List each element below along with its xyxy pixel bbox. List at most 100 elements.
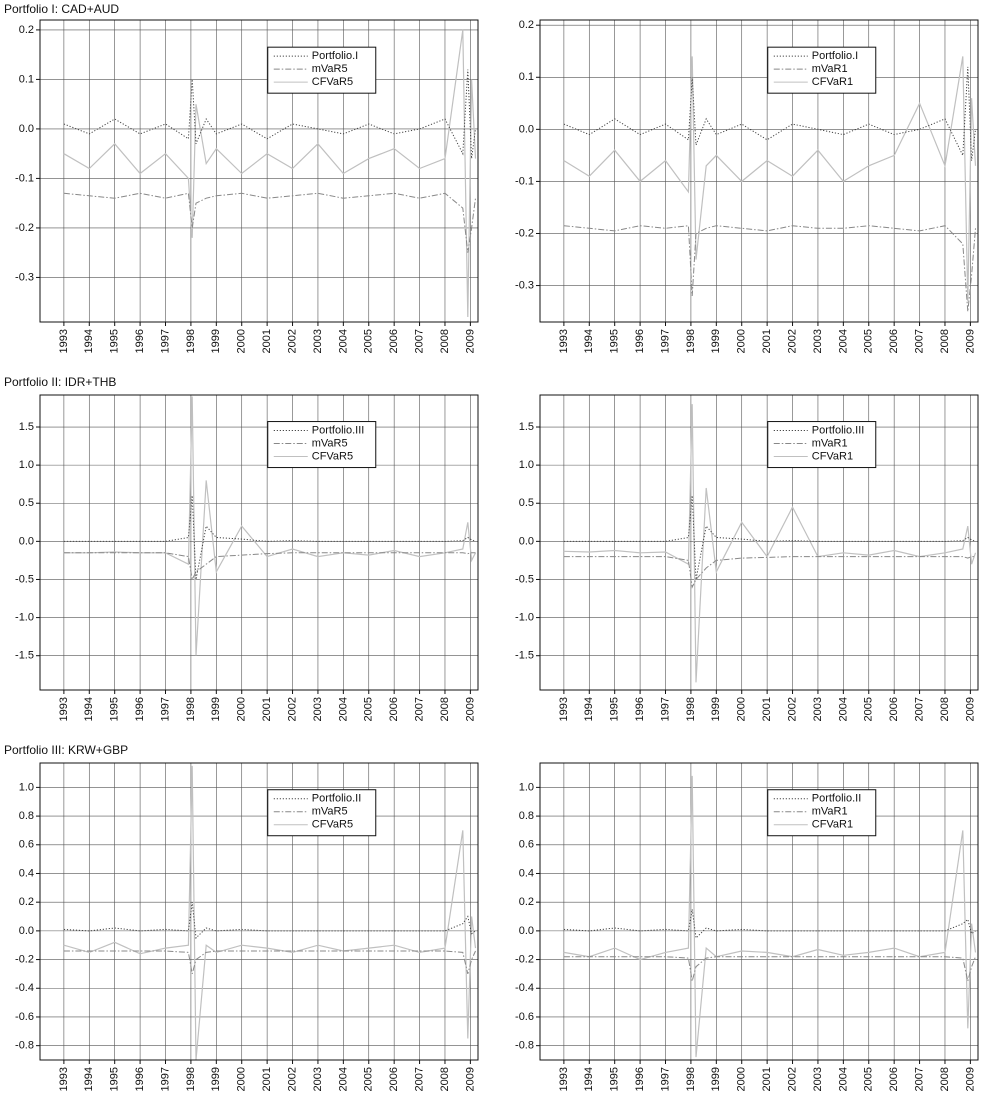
series-line bbox=[563, 404, 977, 683]
series-line bbox=[63, 552, 476, 582]
x-tick-label: 1999 bbox=[710, 1067, 722, 1091]
y-tick-label: -1.5 bbox=[15, 650, 34, 662]
legend-label: CFVaR5 bbox=[312, 76, 353, 88]
y-tick-label: 0.1 bbox=[19, 73, 34, 85]
y-tick-label: 0.5 bbox=[19, 497, 34, 509]
legend-label: Portfolio.II bbox=[812, 793, 862, 805]
x-tick-label: 2003 bbox=[312, 1067, 324, 1091]
x-tick-label: 1999 bbox=[210, 1067, 222, 1091]
legend-label: Portfolio.III bbox=[312, 424, 365, 436]
y-tick-label: 0.0 bbox=[19, 123, 34, 135]
x-tick-label: 1994 bbox=[83, 1067, 95, 1091]
x-tick-label: 2001 bbox=[261, 1067, 273, 1091]
x-tick-label: 2004 bbox=[837, 1067, 849, 1091]
x-tick-label: 2005 bbox=[363, 329, 375, 353]
legend-box bbox=[267, 789, 377, 837]
x-tick-label: 1995 bbox=[109, 329, 121, 353]
series-line bbox=[63, 29, 477, 318]
series-line bbox=[563, 56, 977, 302]
series-line bbox=[563, 556, 976, 589]
y-tick-label: -0.8 bbox=[515, 1040, 534, 1052]
x-tick-label: 2000 bbox=[236, 1067, 248, 1091]
x-tick-label: 2005 bbox=[863, 1067, 875, 1091]
x-tick-label: 2000 bbox=[736, 1067, 748, 1091]
x-tick-label: 1998 bbox=[685, 1067, 697, 1091]
x-tick-label: 2004 bbox=[337, 1067, 349, 1091]
x-tick-label: 2003 bbox=[812, 329, 824, 353]
x-tick-label: 2006 bbox=[888, 329, 900, 353]
x-tick-label: 2007 bbox=[413, 1067, 425, 1091]
y-tick-label: -0.2 bbox=[15, 953, 34, 965]
legend-label: Portfolio.II bbox=[312, 793, 362, 805]
legend-label: Portfolio.I bbox=[312, 50, 358, 62]
x-tick-label: 2007 bbox=[413, 329, 425, 353]
y-tick-label: 0.5 bbox=[519, 497, 534, 509]
x-tick-label: 2001 bbox=[261, 697, 273, 721]
y-tick-label: -0.2 bbox=[515, 953, 534, 965]
legend-box bbox=[767, 421, 877, 469]
x-tick-label: 1995 bbox=[609, 1067, 621, 1091]
legend-label: mVaR5 bbox=[312, 437, 348, 449]
legend-label: mVaR5 bbox=[312, 63, 348, 75]
y-tick-label: 0.8 bbox=[19, 810, 34, 822]
y-tick-label: -0.3 bbox=[15, 271, 34, 283]
x-tick-label: 2007 bbox=[913, 1067, 925, 1091]
x-tick-label: 1996 bbox=[134, 329, 146, 353]
x-tick-label: 1994 bbox=[83, 329, 95, 353]
y-tick-label: 0.4 bbox=[19, 867, 34, 879]
x-tick-label: 2000 bbox=[236, 697, 248, 721]
x-tick-label: 1993 bbox=[558, 697, 570, 721]
series-line bbox=[63, 495, 476, 580]
panel: -0.3 -0.2 -0.1 0.0 0.1 0.2 1993 1994 1995 1996 199… bbox=[15, 19, 479, 353]
x-tick-label: 1997 bbox=[659, 697, 671, 721]
series-line bbox=[63, 902, 476, 940]
x-tick-label: 1993 bbox=[58, 1067, 70, 1091]
x-tick-label: 2003 bbox=[312, 329, 324, 353]
x-tick-label: 2005 bbox=[363, 1067, 375, 1091]
legend-label: CFVaR1 bbox=[812, 76, 853, 88]
x-tick-label: 1995 bbox=[609, 329, 621, 353]
y-tick-label: 1.0 bbox=[519, 459, 534, 471]
x-tick-label: 1996 bbox=[634, 1067, 646, 1091]
x-tick-label: 2009 bbox=[464, 1067, 476, 1091]
y-tick-label: -1.0 bbox=[15, 611, 34, 623]
series-line bbox=[63, 69, 476, 159]
y-tick-label: -0.2 bbox=[15, 222, 34, 234]
x-tick-label: 2008 bbox=[439, 329, 451, 353]
legend-label: mVaR1 bbox=[812, 806, 848, 818]
x-tick-label: 2004 bbox=[837, 329, 849, 353]
y-tick-label: -0.2 bbox=[515, 227, 534, 239]
x-tick-label: 2005 bbox=[363, 697, 375, 721]
x-tick-label: 2004 bbox=[337, 697, 349, 721]
x-tick-label: 1993 bbox=[558, 1067, 570, 1091]
x-tick-label: 1995 bbox=[109, 697, 121, 721]
x-tick-label: 2002 bbox=[286, 697, 298, 721]
panel-title: Portfolio III: KRW+GBP bbox=[4, 743, 128, 757]
series-line bbox=[563, 225, 976, 312]
legend-label: mVaR1 bbox=[812, 63, 848, 75]
y-tick-label: 0.0 bbox=[519, 925, 534, 937]
x-tick-label: 1994 bbox=[583, 697, 595, 721]
y-tick-label: 0.4 bbox=[519, 867, 534, 879]
y-tick-label: -0.6 bbox=[515, 1011, 534, 1023]
y-tick-label: -0.4 bbox=[15, 982, 34, 994]
x-tick-label: 2007 bbox=[913, 697, 925, 721]
y-tick-label: 1.0 bbox=[19, 459, 34, 471]
plot-frame bbox=[39, 762, 479, 1061]
series-line bbox=[563, 956, 976, 982]
x-tick-label: 1999 bbox=[210, 697, 222, 721]
legend-box bbox=[767, 46, 877, 94]
y-tick-label: -0.4 bbox=[515, 982, 534, 994]
panel: -1.5 -1.0 -0.5 0.0 0.5 1.0 1.5 1993 1994 1995 1996… bbox=[515, 394, 979, 721]
panel: -0.8 -0.6 -0.4 -0.2 0.0 0.2 0.4 0.6 0.8 1.0 1993 19… bbox=[15, 762, 479, 1091]
x-tick-label: 2008 bbox=[939, 697, 951, 721]
x-tick-label: 1997 bbox=[159, 697, 171, 721]
x-tick-label: 1993 bbox=[58, 697, 70, 721]
x-tick-label: 2008 bbox=[439, 1067, 451, 1091]
x-tick-label: 2003 bbox=[312, 697, 324, 721]
x-tick-label: 1997 bbox=[159, 1067, 171, 1091]
panel-title: Portfolio II: IDR+THB bbox=[4, 375, 116, 389]
x-tick-label: 1997 bbox=[659, 1067, 671, 1091]
